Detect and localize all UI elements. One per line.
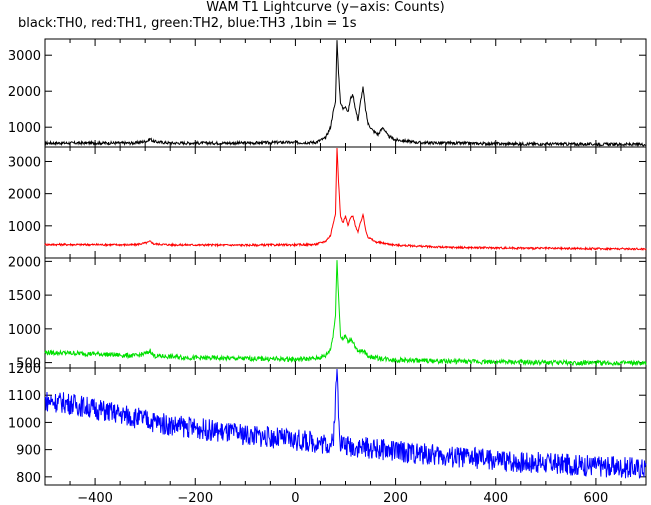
y-tick-label: 1100 (8, 389, 41, 404)
series-line-th1 (44, 147, 647, 251)
y-tick-label: 3000 (8, 155, 41, 170)
y-tick-label: 500 (16, 357, 41, 372)
series-line-th3 (44, 368, 647, 479)
panel-frame-th2 (44, 257, 647, 369)
chart-title: WAM T1 Lightcurve (y−axis: Counts) (206, 0, 445, 15)
y-tick-label: 1000 (8, 416, 41, 431)
y-tick-label: 1000 (8, 220, 41, 235)
series-line-th0 (44, 40, 646, 148)
chart-subtitle: black:TH0, red:TH1, green:TH2, blue:TH3 … (18, 16, 357, 31)
panel-frame-th0 (44, 38, 647, 148)
x-tick-label: 400 (483, 491, 508, 505)
y-tick-label: 2000 (8, 255, 41, 270)
y-tick-label: 800 (16, 471, 41, 486)
panel-frame-th1 (44, 146, 647, 259)
x-tick-label: 200 (383, 491, 408, 505)
x-tick-label: −200 (177, 491, 213, 505)
series-line-th2 (44, 260, 647, 367)
y-tick-label: 1000 (8, 121, 41, 136)
x-tick-label: 600 (584, 491, 609, 505)
x-tick-label: −400 (77, 491, 113, 505)
y-tick-label: 2000 (8, 188, 41, 203)
y-tick-label: 2000 (8, 85, 41, 100)
y-tick-label: 900 (16, 444, 41, 459)
y-tick-label: 3000 (8, 49, 41, 64)
x-tick-label: 0 (291, 491, 299, 505)
y-tick-label: 1200 (8, 362, 41, 377)
y-tick-label: 1500 (8, 289, 41, 304)
y-tick-label: 1000 (8, 323, 41, 338)
